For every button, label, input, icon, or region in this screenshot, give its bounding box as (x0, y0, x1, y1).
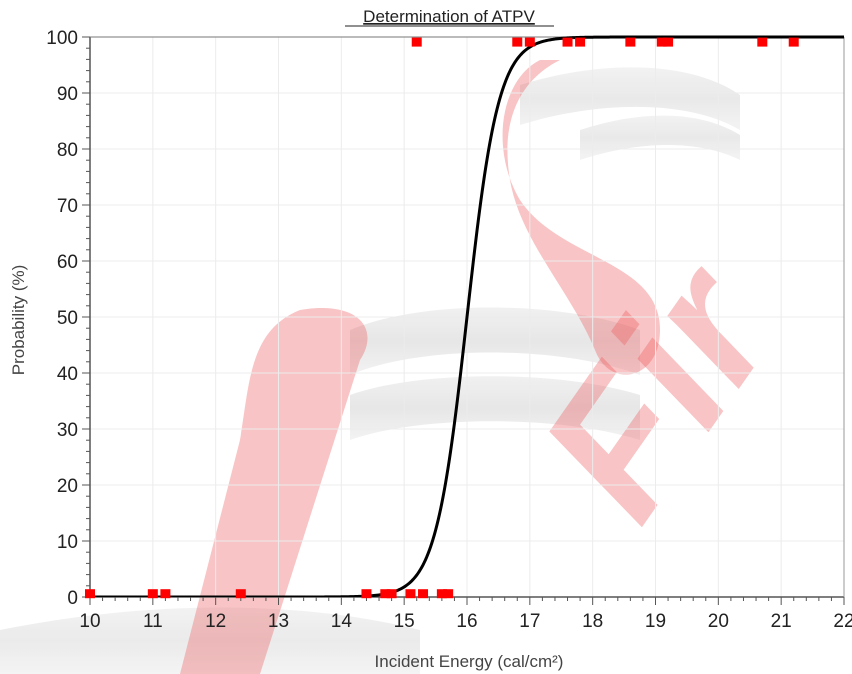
data-point (235, 589, 246, 599)
chart-title: Determination of ATPV (363, 7, 535, 26)
watermark-text: Fir (500, 226, 818, 554)
y-tick-label: 10 (57, 532, 78, 553)
y-tick-label: 60 (57, 252, 78, 273)
data-point (625, 37, 636, 47)
x-tick-label: 11 (143, 611, 163, 632)
x-tick-label: 13 (268, 611, 289, 632)
x-tick-label: 17 (519, 611, 540, 632)
data-point (361, 589, 372, 599)
x-tick-label: 14 (331, 611, 353, 632)
y-axis-label: Probability (%) (9, 265, 28, 376)
x-tick-label: 18 (582, 611, 603, 632)
y-tick-label: 80 (57, 140, 78, 161)
data-point (757, 37, 768, 47)
x-tick-label: 21 (771, 611, 792, 632)
x-tick-label: 19 (645, 611, 666, 632)
x-axis-ticks: 10 11 12 13 14 15 16 17 18 19 20 21 22 (79, 597, 852, 632)
y-tick-label: 100 (46, 28, 78, 49)
y-tick-label: 30 (57, 420, 78, 441)
data-point (562, 37, 573, 47)
x-tick-label: 22 (833, 611, 852, 632)
x-tick-label: 15 (394, 611, 415, 632)
data-point (147, 589, 158, 599)
y-tick-label: 20 (57, 476, 78, 497)
plot-area (90, 35, 844, 597)
data-point (443, 589, 454, 599)
data-point (788, 37, 799, 47)
watermark-fir-text: Fir (500, 226, 818, 554)
y-tick-label: 90 (57, 84, 78, 105)
watermark-grey-band (350, 307, 640, 375)
data-point (656, 37, 667, 47)
watermark-grey-band (350, 376, 640, 440)
x-axis-label: Incident Energy (cal/cm²) (375, 652, 564, 671)
watermark-grey-band (580, 115, 740, 160)
y-tick-label: 0 (67, 588, 78, 609)
data-point (418, 589, 429, 599)
x-tick-label: 12 (205, 611, 226, 632)
data-point (405, 589, 416, 599)
x-tick-label: 20 (708, 611, 729, 632)
y-tick-label: 40 (57, 364, 78, 385)
data-point (524, 37, 535, 47)
watermark-red-s (502, 60, 660, 375)
fit-curve (90, 35, 844, 597)
y-tick-label: 70 (57, 196, 78, 217)
y-axis-ticks: 0 10 20 30 40 50 60 70 80 90 100 (46, 28, 90, 609)
watermark-grey-band (0, 607, 420, 674)
data-points (85, 37, 799, 599)
data-point (386, 589, 397, 599)
watermark-grey-band (520, 67, 740, 130)
data-point (85, 589, 95, 599)
y-tick-label: 50 (57, 308, 78, 329)
data-point (160, 589, 171, 599)
watermark-red-s (180, 308, 368, 674)
data-point (380, 589, 391, 599)
x-tick-label: 16 (456, 611, 477, 632)
data-point (512, 37, 523, 47)
x-tick-label: 10 (79, 611, 100, 632)
data-point (663, 37, 674, 47)
data-point (575, 37, 586, 47)
data-point (436, 589, 447, 599)
data-point (411, 37, 422, 47)
